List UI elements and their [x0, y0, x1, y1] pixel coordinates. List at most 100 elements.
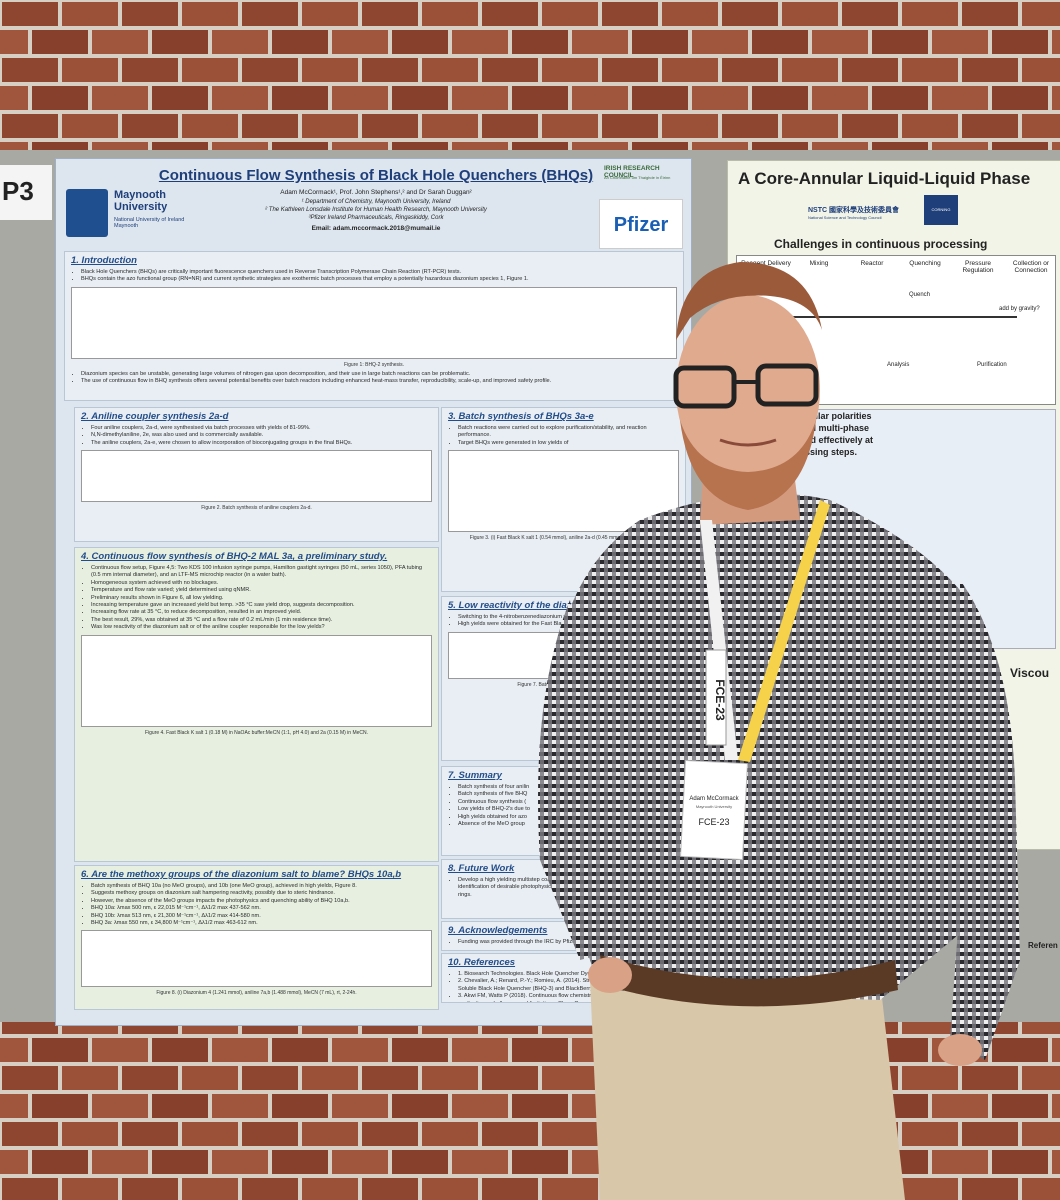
bullet: The aniline couplers, 2a-e, were chosen …: [91, 440, 432, 447]
bullet: 2. Chevalier, A.; Renard, P.-Y.; Romieu,…: [458, 978, 679, 993]
section-heading: 8. Future Work: [448, 863, 515, 874]
bullet: Batch synthesis of BHQ 10a (no MeO group…: [91, 883, 432, 890]
university-logo: Maynooth University: [114, 189, 168, 213]
bullet: BHQs contain the azo functional group (R…: [81, 276, 677, 283]
figure-caption: Figure 8. (i) Diazonium 4 (1.241 mmol), …: [156, 990, 357, 997]
bullet: Temperature and flow rate varied; yield …: [91, 587, 432, 594]
bullet: Increasing temperature gave an increased…: [91, 602, 432, 609]
hand: [588, 957, 632, 993]
bullet: Preliminary results shown in Figure 6, a…: [91, 595, 432, 602]
trousers: [590, 980, 905, 1200]
process-step: Pressure Regulation: [962, 260, 994, 274]
text-fragment: and multi-phase: [800, 423, 870, 433]
bullet: However, the absence of the MeO groups i…: [91, 898, 432, 905]
poster-section: 4. Continuous flow synthesis of BHQ-2 MA…: [74, 547, 439, 862]
badge-code: FCE-23: [698, 817, 729, 827]
section-heading: 7. Summary: [448, 770, 502, 781]
bullet: Funding was provided through the IRC by …: [458, 939, 679, 946]
hair: [676, 262, 822, 340]
glasses-lens: [755, 363, 819, 407]
reaction-scheme: [81, 930, 432, 988]
text-fragment: Referen: [1028, 941, 1058, 950]
figure-caption: Figure 4. Fast Black K salt 1 (0.18 M) i…: [144, 729, 369, 736]
process-note: Quench: [909, 292, 931, 298]
council-logo: NSTC 國家科學及技術委員會: [808, 207, 899, 214]
bullet: Absence of the MeO group: [458, 821, 679, 828]
bullet: BHQ 10a: λmax 500 nm, ε 22,015 M⁻¹cm⁻¹, …: [91, 905, 432, 912]
funder-logo: IRISH RESEARCH COUNCIL: [604, 165, 660, 179]
poster-affiliation: ¹ Department of Chemistry, Maynooth Univ…: [301, 199, 451, 205]
poster-authors: Adam McCormack¹, Prof. John Stephens¹,² …: [280, 189, 472, 196]
process-note: Purification: [977, 362, 1007, 368]
council-subtitle: National Science and Technology Council: [808, 215, 882, 220]
bullet: The use of continuous flow in BHQ synthe…: [81, 378, 677, 385]
section-heading: 2. Aniline coupler synthesis 2a-d: [81, 411, 229, 422]
bullet: Continuous flow synthesis (: [458, 799, 679, 806]
lanyard-tag: [705, 649, 727, 746]
poster-email: Email: adam.mccormack.2018@mumail.ie: [311, 225, 441, 232]
reaction-scheme: [81, 634, 432, 727]
poster-section: 6. Are the methoxy groups of the diazoni…: [74, 865, 439, 1010]
lanyard: [738, 500, 830, 762]
section-heading: 5. Low reactivity of the diazonium: [448, 600, 601, 611]
belt: [600, 955, 898, 1007]
bullet: BHQ 3a: λmax 550 nm, ε 34,800 M⁻¹cm⁻¹, Δ…: [91, 920, 432, 927]
process-step: Quenching: [909, 260, 941, 267]
reaction-scheme: [448, 450, 679, 533]
university-subtitle: National University of Ireland Maynooth: [114, 217, 185, 229]
figure-caption: Figure 1: BHQ-2 synthesis.: [343, 361, 405, 368]
section-heading: 9. Acknowledgements: [448, 925, 548, 936]
bullet-list: Batch reactions were carried out to expl…: [448, 425, 679, 447]
poster-section: 2. Aniline coupler synthesis 2a-d Four an…: [74, 407, 439, 542]
text-fragment: similar polarities: [800, 411, 872, 421]
bullet: Low yields of BHQ-2's due to: [458, 806, 679, 813]
sponsor-logo: Pfizer: [599, 199, 683, 249]
bullet: Black Hole Quenchers (BHQs) are critical…: [81, 269, 677, 276]
section-heading: 4. Continuous flow synthesis of BHQ-2 MA…: [81, 551, 388, 562]
process-line: [777, 316, 1017, 318]
process-step: Mixing: [809, 260, 829, 267]
text-fragment: and effectively at: [800, 435, 874, 445]
face: [676, 295, 820, 485]
process-step: Reagent Delivery: [741, 260, 791, 267]
beard: [680, 420, 816, 510]
section-heading: 10. References: [448, 957, 516, 968]
bullet: Was low reactivity of the diazonium salt…: [91, 624, 432, 631]
figure-caption: Figure 2. Batch synthesis of aniline cou…: [201, 505, 312, 512]
hand: [938, 1034, 982, 1066]
reaction-scheme: [71, 286, 677, 359]
bullet-list: Diazonium species can be unstable, gener…: [71, 371, 677, 386]
bullet: High yields obtained for azo: [458, 814, 679, 821]
figure-caption: Figure 3. (i) Fast Black K salt 1 (0.54 …: [469, 535, 658, 542]
funder-subtitle: An Chomhairle um Thaighde in Éirinn: [604, 175, 671, 180]
poster-affiliation: ² The Kathleen Lonsdale Institute for Hu…: [265, 207, 487, 213]
corning-logo: CORNING: [924, 195, 958, 225]
poster-title: Continuous Flow Synthesis of Black Hole …: [158, 167, 594, 184]
right-poster-heading: Challenges in continuous processing: [774, 237, 988, 251]
bullet-list: Funding was provided through the IRC by …: [448, 939, 679, 946]
badge-name: Adam McCormack: [689, 796, 739, 802]
bullet: Batch synthesis of four anilin: [458, 784, 679, 791]
bullet: Batch reactions were carried out to expl…: [458, 425, 679, 440]
process-step: Collection or Connection: [1012, 260, 1050, 274]
glasses-lens: [673, 365, 737, 409]
board-label-card: [0, 165, 52, 220]
bullet: N,N-dimethylaniline, 2e, was also used a…: [91, 432, 432, 439]
shirt: [560, 493, 1000, 1000]
bullet: Batch synthesis of five BHQ: [458, 791, 679, 798]
bullet: High yields were obtained for the Fast B…: [458, 621, 679, 628]
bullet-list: Continuous flow setup, Figure 4,5: Two K…: [81, 565, 432, 632]
process-step: Reactor: [860, 260, 884, 267]
text-fragment: Viscou: [1010, 666, 1050, 680]
university-crest: [66, 189, 108, 237]
right-poster-title: A Core-Annular Liquid-Liquid Phase: [738, 169, 1031, 188]
bullet-list: Four aniline couplers, 2a-d, were synthe…: [81, 425, 432, 447]
bullet: Target BHQs were generated in low yields…: [458, 440, 679, 447]
bullet: Switching to the 4-nitrobenzenediazonium…: [458, 614, 679, 621]
bullet: Continuous flow setup, Figure 4,5: Two K…: [91, 565, 432, 580]
section-heading: 3. Batch synthesis of BHQs 3a-e: [448, 411, 594, 422]
bullet: Homogeneous system achieved with no bloc…: [91, 580, 432, 587]
